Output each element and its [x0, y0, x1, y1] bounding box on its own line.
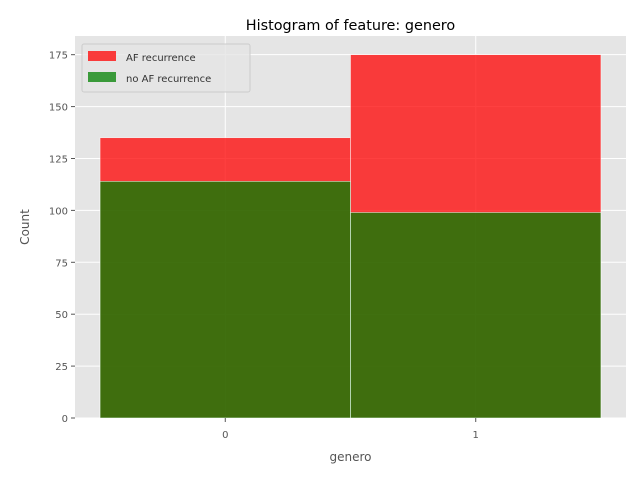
y-tick-label: 125 — [49, 154, 68, 165]
y-tick-label: 0 — [62, 414, 68, 425]
x-tick-label: 1 — [473, 430, 479, 441]
y-tick-label: 150 — [49, 103, 68, 114]
bar-no-af-recurrence-1 — [350, 212, 602, 419]
bars-group — [99, 54, 602, 419]
y-tick-label: 50 — [55, 310, 68, 321]
chart-title: Histogram of feature: genero — [246, 18, 456, 34]
y-tick-label: 25 — [55, 362, 68, 373]
legend-label-no-af-recurrence: no AF recurrence — [126, 74, 211, 85]
bar-no-af-recurrence-0 — [99, 181, 351, 419]
y-axis-ticks: 0 25 50 75 100 125 150 175 — [49, 51, 75, 425]
y-tick-label: 100 — [49, 206, 68, 217]
y-tick-label: 75 — [55, 258, 68, 269]
legend: AF recurrence no AF recurrence — [81, 43, 251, 93]
y-axis-label: Count — [18, 209, 32, 245]
legend-swatch-no-af-recurrence — [88, 72, 116, 82]
x-tick-label: 0 — [222, 430, 228, 441]
x-axis-label: genero — [330, 450, 372, 464]
y-tick-label: 175 — [49, 51, 68, 62]
legend-box — [81, 43, 251, 93]
legend-swatch-af-recurrence — [88, 51, 116, 61]
legend-label-af-recurrence: AF recurrence — [126, 53, 196, 64]
